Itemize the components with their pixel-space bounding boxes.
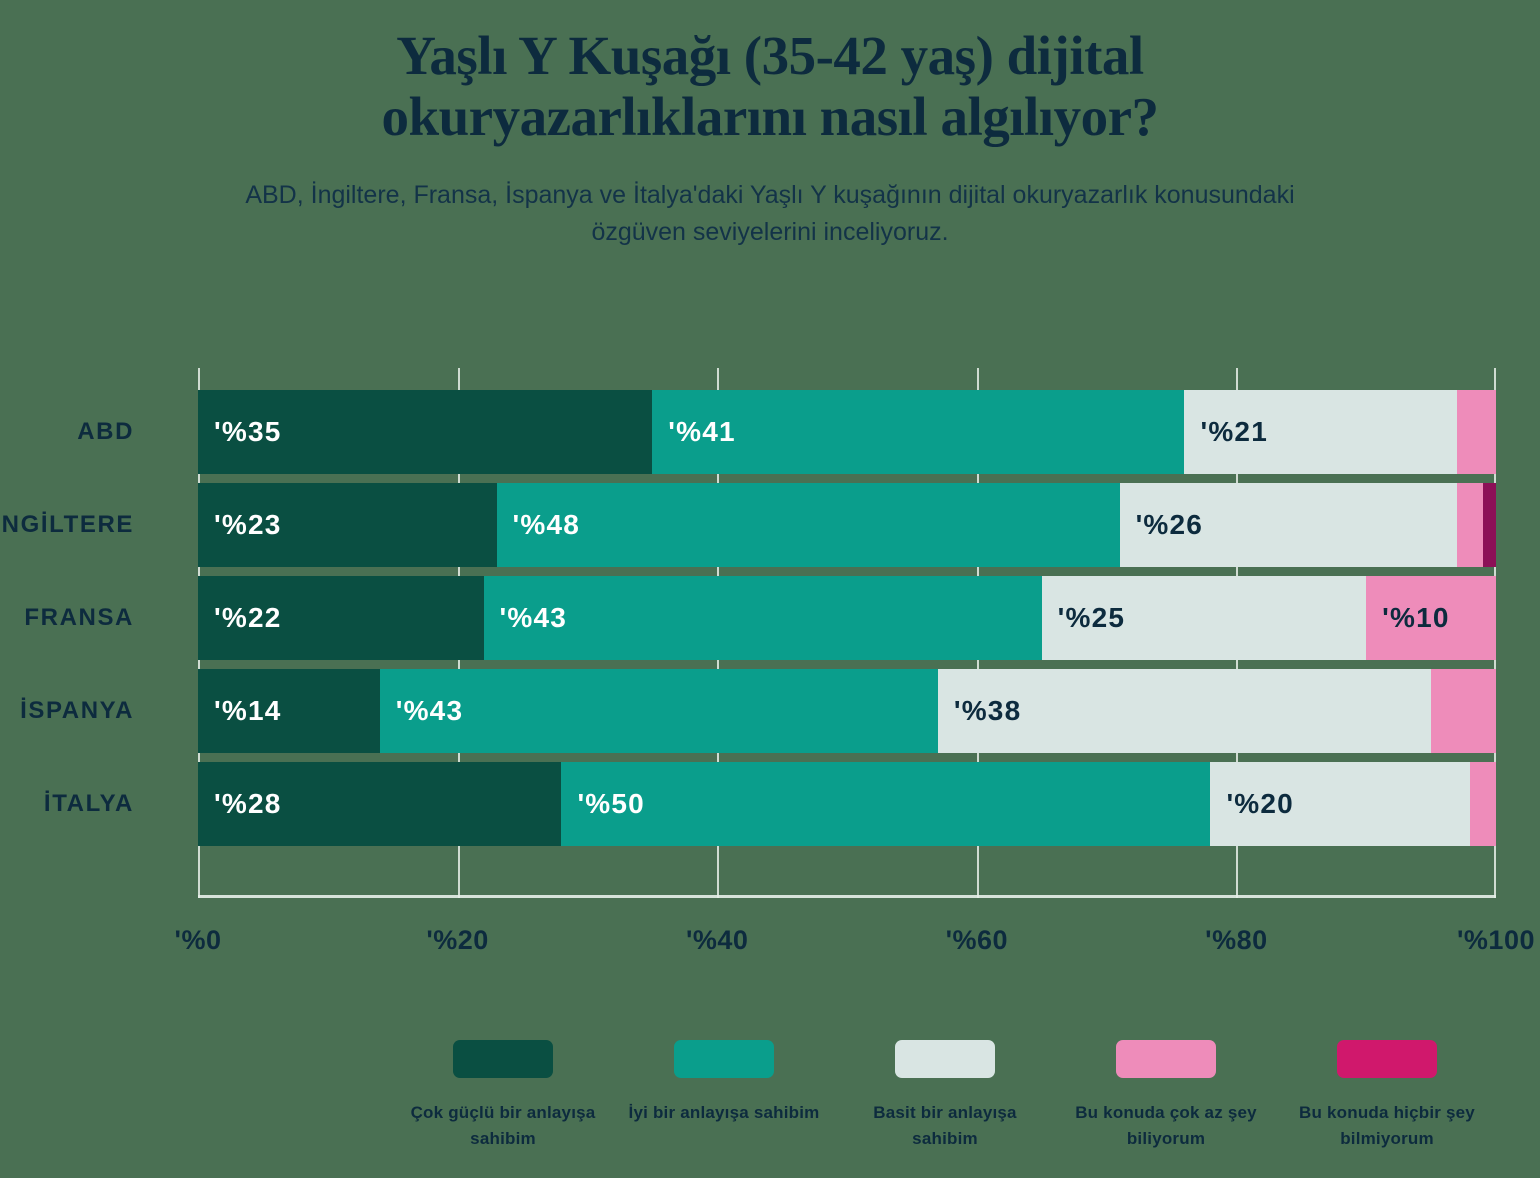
row-label-i̇talya: İTALYA — [43, 790, 134, 817]
bar-segment-value: '%35 — [214, 416, 282, 447]
bar-segment-value: '%20 — [1226, 788, 1294, 819]
bar-segment[interactable]: '%20 — [1210, 762, 1471, 846]
bar-segment-value: '%43 — [395, 695, 464, 726]
legend-item[interactable]: Çok güçlü bir anlayışa sahibim — [405, 1040, 601, 1151]
chart-subtitle: ABD, İngiltere, Fransa, İspanya ve İtaly… — [245, 181, 1295, 246]
legend-label: İyi bir anlayışa sahibim — [628, 1103, 820, 1122]
x-tick-label: '%60 — [945, 925, 1009, 955]
bar-segment-value: '%14 — [214, 695, 282, 726]
bar-segment-value: '%28 — [214, 788, 282, 819]
bar-segment[interactable]: '%23 — [198, 483, 497, 567]
bar-segment[interactable]: '%26 — [1119, 483, 1458, 567]
bar-row: İSPANYA '%14 '%43 '%38 — [20, 669, 1496, 753]
bar-segment[interactable]: '%43 — [379, 669, 938, 753]
legend-swatch — [453, 1040, 553, 1078]
plot-inner: ABD '%35 '%41 '%21 İNGİLTERE '%23 '%48 '%26 FRAN… — [0, 368, 1496, 898]
bar-segment[interactable] — [1457, 390, 1496, 474]
chart-header: Yaşlı Y Kuşağı (35-42 yaş) dijital okury… — [0, 0, 1540, 250]
bar-segment-value: '%48 — [512, 509, 581, 540]
bar-segment-value: '%23 — [214, 509, 282, 540]
bar-row: ABD '%35 '%41 '%21 — [77, 390, 1496, 474]
legend-swatch — [1337, 1040, 1437, 1078]
x-tick-label: '%20 — [426, 925, 489, 955]
row-label-abd: ABD — [77, 418, 134, 445]
bar-segment[interactable]: '%14 — [198, 669, 380, 753]
row-label-i̇ngi̇ltere: İNGİLTERE — [0, 511, 134, 538]
page-title: Yaşlı Y Kuşağı (35-42 yaş) dijital okury… — [381, 25, 1160, 147]
bar-segment[interactable] — [1482, 483, 1496, 567]
bar-segment[interactable]: '%10 — [1366, 576, 1496, 660]
bar-segment[interactable]: '%21 — [1184, 390, 1458, 474]
x-tick-label: '%80 — [1205, 925, 1268, 955]
legend-item[interactable]: Bu konuda hiçbir şey bilmiyorum — [1289, 1040, 1485, 1151]
bar-segment[interactable]: '%48 — [496, 483, 1120, 567]
chart-plot-area: ABD '%35 '%41 '%21 İNGİLTERE '%23 '%48 '%26 FRAN… — [0, 368, 1540, 908]
legend-swatch — [895, 1040, 995, 1078]
bar-segment-value: '%50 — [577, 788, 645, 819]
bar-segment[interactable]: '%38 — [937, 669, 1432, 753]
bar-segment[interactable]: '%41 — [652, 390, 1185, 474]
bar-segment-value: '%38 — [953, 695, 1022, 726]
legend-item[interactable]: Bu konuda çok az şey biliyorum — [1068, 1040, 1264, 1151]
bar-segment-value: '%25 — [1057, 602, 1126, 633]
bar-segment[interactable]: '%25 — [1041, 576, 1367, 660]
legend-swatch — [1116, 1040, 1216, 1078]
x-axis-line — [198, 895, 1496, 898]
x-tick-label: '%0 — [174, 925, 222, 955]
bar-segment-value: '%41 — [668, 416, 736, 447]
bar-segment[interactable]: '%43 — [483, 576, 1042, 660]
bar-segment-value: '%26 — [1135, 509, 1204, 540]
bar-segment[interactable] — [1431, 669, 1496, 753]
x-axis-tick-labels: '%0 '%20 '%40 '%60 '%80 '%100 — [175, 925, 1535, 965]
bar-segment[interactable] — [1470, 762, 1496, 846]
bar-segment[interactable]: '%22 — [198, 576, 484, 660]
legend-label: Bu konuda çok az şey biliyorum — [1075, 1103, 1257, 1148]
row-label-fransa: FRANSA — [24, 604, 134, 631]
legend-label: Basit bir anlayışa sahibim — [873, 1103, 1017, 1148]
legend-label: Bu konuda hiçbir şey bilmiyorum — [1299, 1103, 1475, 1148]
bar-segment-value: '%22 — [214, 602, 282, 633]
legend-item[interactable]: Basit bir anlayışa sahibim — [847, 1040, 1043, 1151]
bar-segment-value: '%21 — [1200, 416, 1268, 447]
bar-row: İNGİLTERE '%23 '%48 '%26 — [0, 483, 1496, 567]
bar-segment-value: '%10 — [1382, 602, 1450, 633]
bar-row: İTALYA '%28 '%50 '%20 — [44, 762, 1496, 846]
x-tick-label: '%40 — [685, 925, 749, 955]
bar-segment[interactable] — [1457, 483, 1483, 567]
bar-segment[interactable]: '%35 — [198, 390, 653, 474]
legend-label: Çok güçlü bir anlayışa sahibim — [410, 1103, 596, 1148]
row-label-i̇spanya: İSPANYA — [20, 697, 134, 724]
bar-segment[interactable]: '%28 — [198, 762, 562, 846]
bar-row: FRANSA '%22 '%43 '%25 '%10 — [24, 576, 1496, 660]
legend-swatch — [674, 1040, 774, 1078]
chart-legend: Çok güçlü bir anlayışa sahibim İyi bir an… — [405, 1040, 1485, 1151]
bar-rows: ABD '%35 '%41 '%21 İNGİLTERE '%23 '%48 '%26 FRAN… — [0, 368, 1496, 898]
bar-segment-value: '%43 — [499, 602, 568, 633]
x-tick-label: '%100 — [1457, 925, 1535, 955]
legend-item[interactable]: İyi bir anlayışa sahibim — [626, 1040, 822, 1151]
bar-segment[interactable]: '%50 — [561, 762, 1211, 846]
